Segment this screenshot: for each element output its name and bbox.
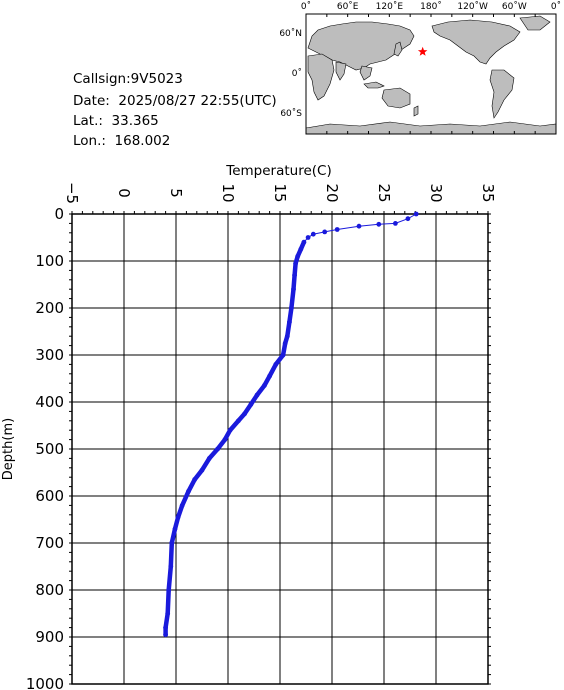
map-longitude-label: 120˚W <box>457 1 488 12</box>
map-longitude-label: 0˚ <box>551 1 561 12</box>
data-point <box>322 229 328 235</box>
data-point <box>334 227 340 232</box>
map-ticks <box>305 14 557 134</box>
map-longitude-label: 180˚ <box>420 1 442 12</box>
callsign-text: Callsign:9V5023 <box>73 71 183 87</box>
temperature-depth-chart: −5 0 5 10 15 20 25 30 35 01002003004005006007008… <box>1 163 497 690</box>
data-point <box>393 221 398 226</box>
data-point <box>356 223 362 229</box>
map-longitude-label: 60˚E <box>337 1 359 12</box>
x-tick-label: 35 <box>479 183 497 202</box>
y-tick-label: 900 <box>35 628 64 646</box>
data-point <box>376 221 382 227</box>
y-tick-label: 1000 <box>26 675 64 690</box>
series-trace <box>163 239 307 637</box>
map-longitude-label: 0˚ <box>301 1 311 12</box>
latitude-text: Lat.: 33.365 <box>73 113 159 129</box>
x-axis-label: Temperature(C) <box>225 163 331 179</box>
x-tick-label: 25 <box>375 183 393 202</box>
data-point <box>305 235 311 240</box>
y-tick-label: 400 <box>35 393 64 411</box>
x-tick-label: 30 <box>427 183 445 202</box>
y-tick-label: 100 <box>35 252 64 270</box>
y-tick-label: 300 <box>35 346 64 364</box>
map-latitude-label: 60˚S <box>280 108 302 119</box>
temperature-series <box>163 211 419 638</box>
x-tick-label: 15 <box>271 183 289 202</box>
y-tick-label: 700 <box>35 534 64 552</box>
x-tick-label: −5 <box>63 182 81 204</box>
location-map: 0˚ 60˚E 120˚E 180˚ 120˚W 60˚W 0˚ 60˚N 0˚ 60˚S <box>279 1 561 135</box>
map-longitude-label: 120˚E <box>376 1 404 12</box>
x-tick-label: 20 <box>323 183 341 202</box>
map-longitude-label: 60˚W <box>502 1 527 12</box>
map-latitude-label: 60˚N <box>279 28 302 39</box>
y-tick-label: 200 <box>35 299 64 317</box>
y-axis-label: Depth(m) <box>1 418 16 480</box>
location-marker-star <box>417 46 428 56</box>
plot-frame <box>71 213 489 685</box>
map-latitude-label: 0˚ <box>292 68 302 79</box>
longitude-text: Lon.: 168.002 <box>73 133 171 149</box>
y-tick-label: 500 <box>35 440 64 458</box>
y-tick-label: 800 <box>35 581 64 599</box>
data-point <box>405 216 411 222</box>
x-tick-label: 10 <box>219 183 237 202</box>
y-tick-label: 0 <box>54 205 64 223</box>
data-point <box>413 211 419 217</box>
x-tick-label: 0 <box>115 188 133 198</box>
data-point <box>310 231 316 237</box>
x-tick-label: 5 <box>167 188 185 198</box>
y-tick-label: 600 <box>35 487 64 505</box>
date-text: Date: 2025/08/27 22:55(UTC) <box>73 93 277 109</box>
